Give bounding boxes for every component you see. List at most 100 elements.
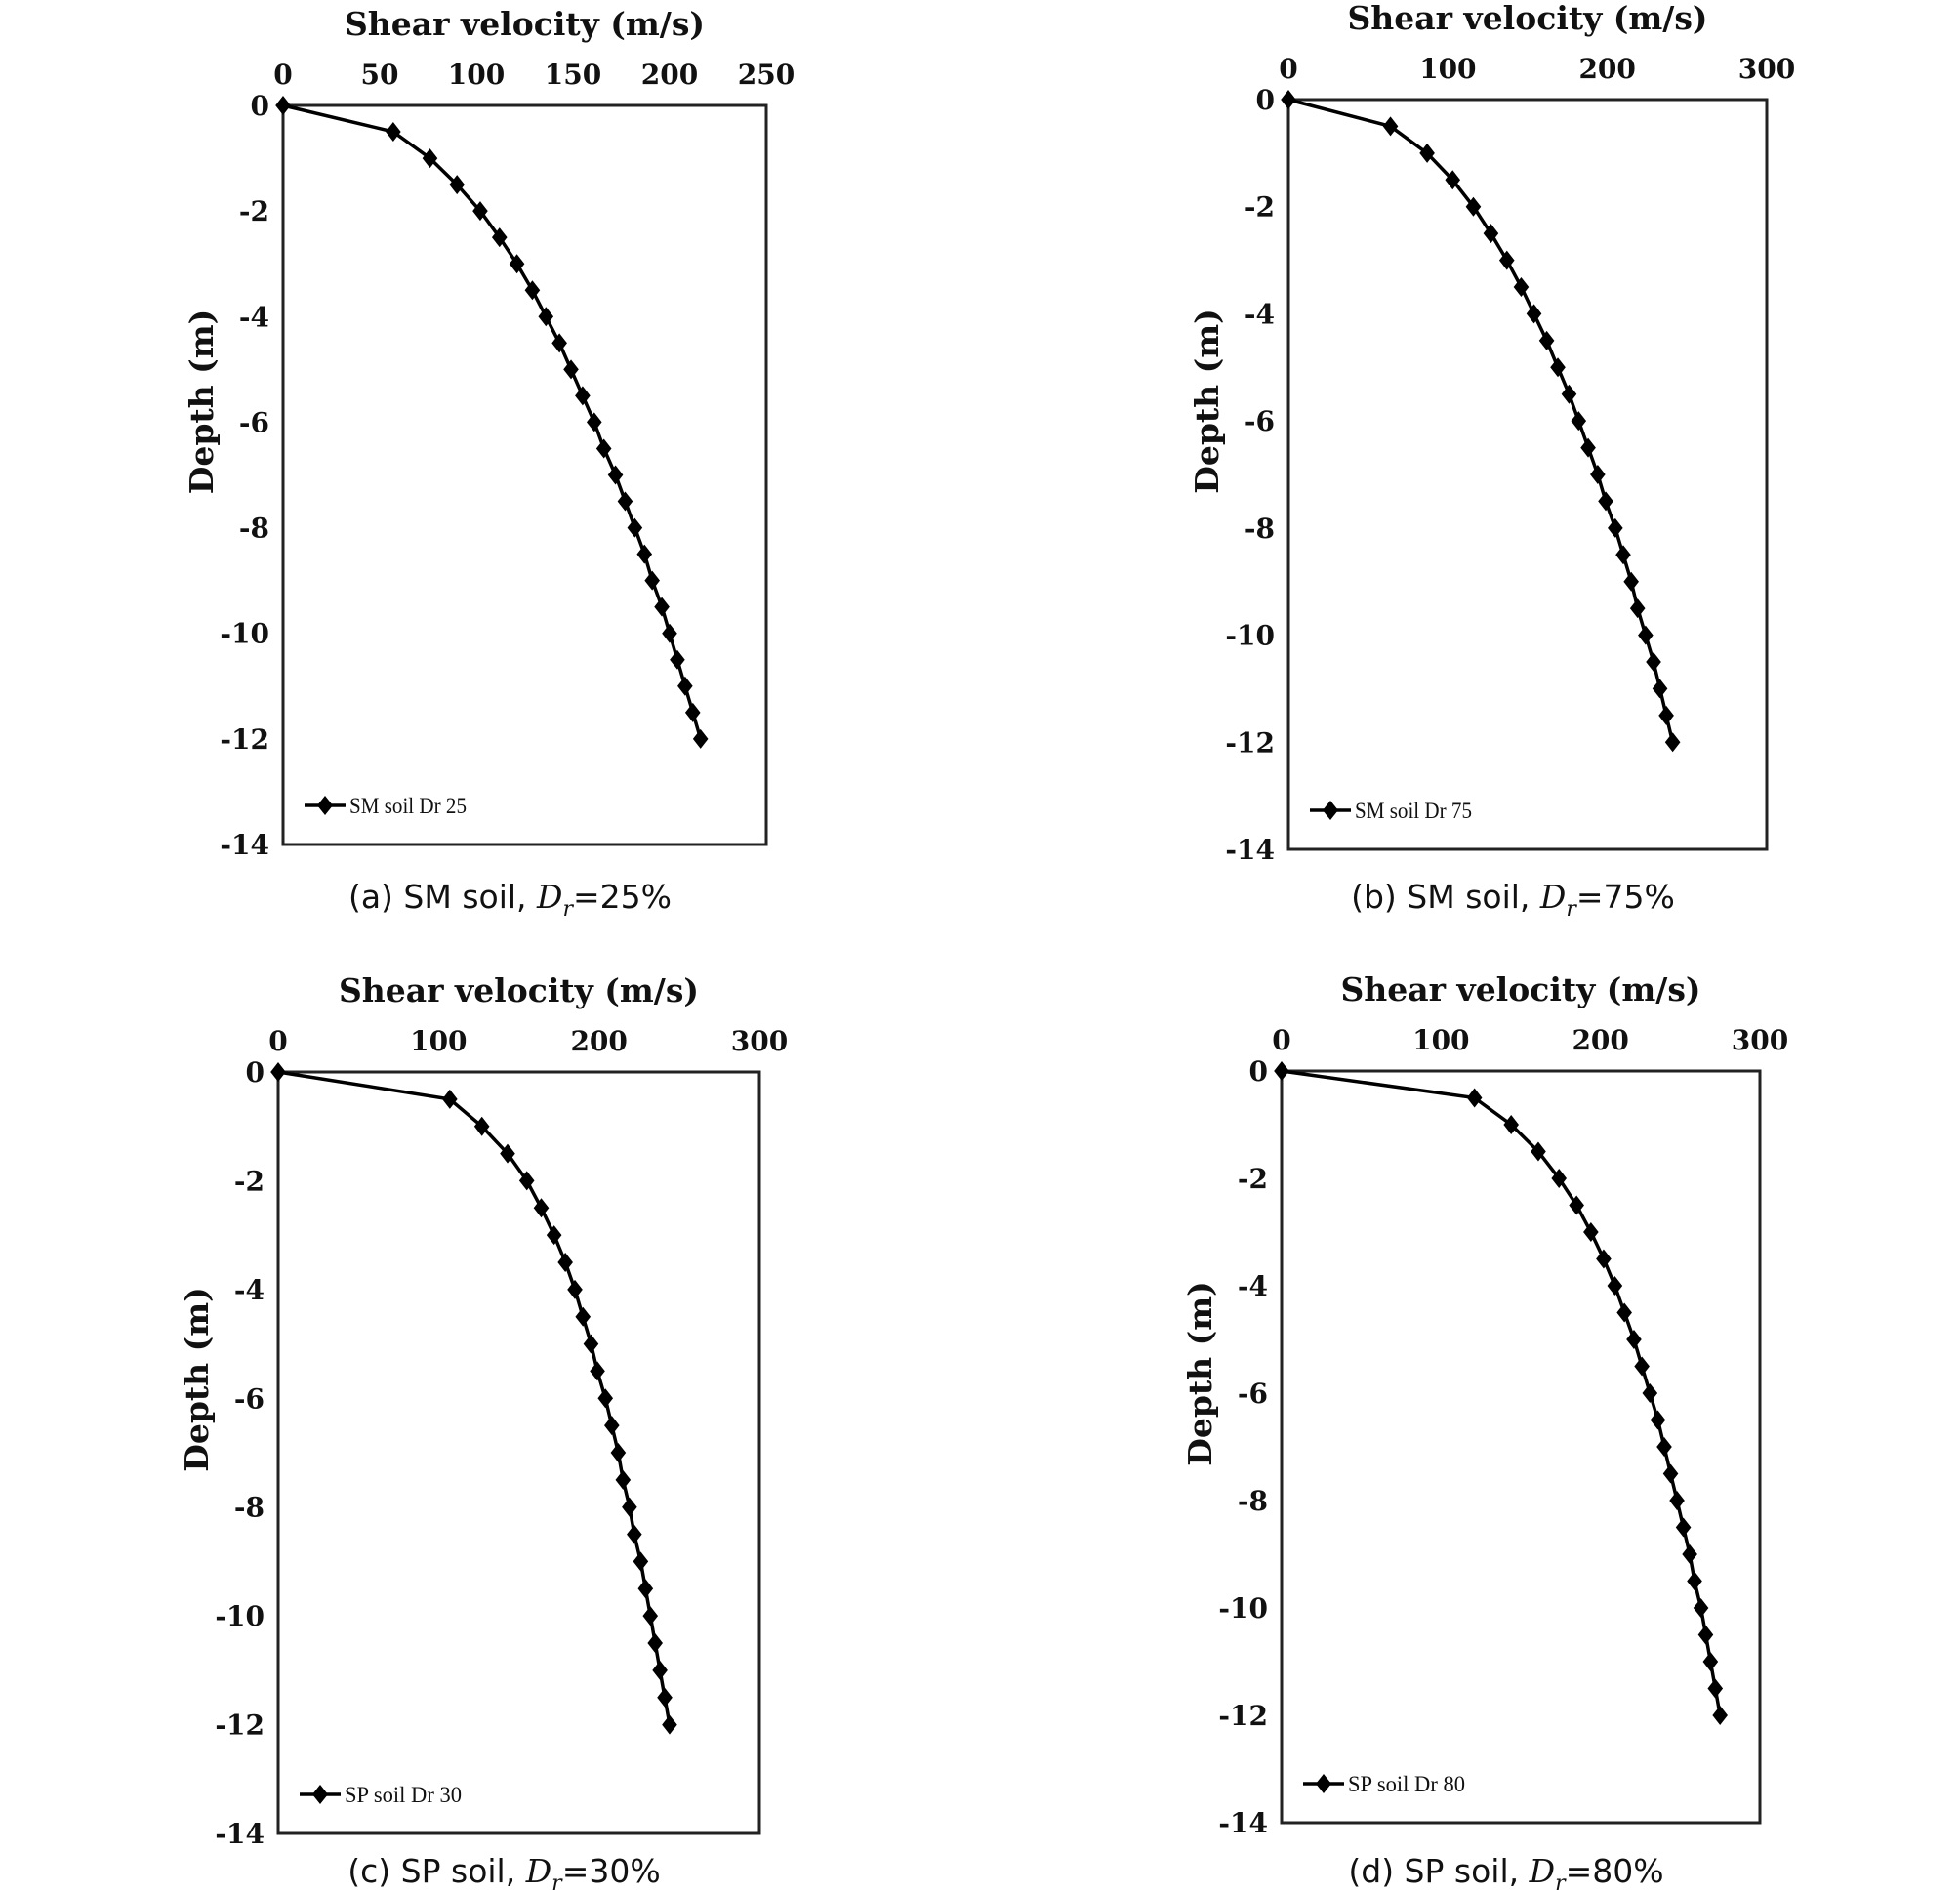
x-axis-title: Shear velocity (m/s) — [339, 971, 699, 1009]
data-point — [1465, 196, 1482, 217]
data-point — [563, 359, 579, 380]
y-tick-label: -2 — [1238, 1163, 1268, 1195]
x-tick-label: 200 — [570, 1025, 627, 1057]
data-point — [637, 1579, 654, 1599]
data-point — [1551, 1169, 1567, 1188]
x-tick-label: 200 — [1572, 1024, 1628, 1056]
data-point — [422, 148, 438, 169]
panel-caption: (d) SP soil, Dr=80% — [1348, 1852, 1663, 1893]
data-point — [607, 465, 624, 485]
data-point — [633, 1551, 649, 1572]
data-point — [1569, 1195, 1584, 1215]
panel-caption: (b) SM soil, Dr=75% — [1351, 878, 1675, 922]
y-tick-label: -4 — [1245, 298, 1275, 330]
y-tick-label: -6 — [239, 406, 269, 438]
data-point — [684, 702, 701, 722]
data-point — [1561, 384, 1577, 404]
data-point — [1629, 598, 1646, 619]
data-point — [1662, 1463, 1679, 1484]
data-point — [1608, 517, 1623, 538]
data-point — [1583, 1222, 1599, 1242]
data-point — [652, 1660, 668, 1680]
data-point — [1638, 625, 1654, 645]
data-point — [642, 1606, 659, 1626]
data-point — [1702, 1652, 1719, 1671]
data-point — [1483, 224, 1499, 244]
data-point — [1623, 571, 1639, 592]
panel-caption: (c) SP soil, Dr=30% — [347, 1852, 660, 1893]
chart-panel-1: Shear velocity (m/s) 0 50 100 150 200 250 0 -2 -4… — [183, 5, 795, 922]
data-point — [1634, 1356, 1650, 1377]
data-point — [491, 227, 508, 248]
data-point — [657, 1687, 673, 1708]
data-point — [662, 623, 677, 643]
data-point — [538, 307, 554, 327]
data-point — [590, 1361, 605, 1381]
data-point — [597, 1388, 614, 1409]
data-point — [524, 280, 541, 301]
data-point — [622, 1497, 637, 1517]
x-tick-label: 0 — [273, 59, 292, 91]
data-point — [472, 201, 488, 222]
y-tick-label: -8 — [1245, 513, 1275, 545]
y-tick-label: -4 — [1238, 1270, 1268, 1302]
x-tick-label: 300 — [731, 1025, 788, 1057]
data-point — [275, 96, 291, 115]
data-point — [583, 1334, 599, 1354]
x-tick-label: 200 — [1578, 53, 1635, 85]
legend: SP soil Dr 30 — [300, 1783, 462, 1807]
x-tick-label: 100 — [448, 59, 505, 91]
x-tick-label: 100 — [1419, 53, 1476, 85]
y-tick-label: -12 — [215, 1709, 265, 1742]
legend-label: SP soil Dr 30 — [345, 1783, 462, 1807]
data-point — [1596, 1249, 1612, 1269]
data-point — [1658, 705, 1674, 725]
x-tick-label: 0 — [1272, 1024, 1290, 1056]
data-point — [557, 1253, 573, 1272]
data-point — [1656, 1437, 1672, 1457]
data-point — [1580, 437, 1596, 458]
y-tick-label: 0 — [1249, 1055, 1268, 1088]
legend: SP soil Dr 80 — [1303, 1772, 1465, 1796]
x-tick-label: 100 — [1412, 1024, 1469, 1056]
data-point — [670, 649, 685, 670]
x-axis-title: Shear velocity (m/s) — [1347, 0, 1707, 37]
data-point — [617, 491, 633, 512]
y-axis-title: Depth (m) — [183, 309, 221, 495]
legend-marker — [317, 796, 333, 815]
data-point — [1503, 1115, 1519, 1134]
data-point — [1669, 1491, 1685, 1510]
legend-marker — [1316, 1774, 1331, 1793]
y-axis-title: Depth (m) — [1181, 1281, 1219, 1466]
plot-frame — [1280, 1069, 1762, 1825]
plot-frame — [1286, 98, 1769, 851]
data-point — [636, 544, 653, 564]
data-point — [1531, 1141, 1546, 1162]
data-point — [1513, 277, 1530, 297]
legend-marker — [1323, 801, 1338, 820]
x-tick-label: 100 — [410, 1025, 467, 1057]
data-point — [442, 1089, 458, 1109]
data-point — [1675, 1517, 1692, 1538]
plot-frame — [276, 1070, 761, 1835]
data-point — [575, 386, 591, 406]
data-point — [662, 1714, 677, 1735]
y-tick-label: -2 — [234, 1165, 265, 1197]
data-point — [1538, 330, 1555, 350]
data-point — [677, 676, 693, 696]
y-axis-title: Depth (m) — [178, 1287, 216, 1472]
data-point — [1281, 90, 1296, 109]
x-tick-label: 300 — [1732, 1024, 1788, 1056]
y-tick-label: -12 — [1225, 726, 1275, 759]
x-tick-label: 150 — [545, 59, 601, 91]
y-tick-label: -8 — [234, 1492, 265, 1524]
y-tick-label: -14 — [1218, 1807, 1268, 1839]
y-tick-label: -14 — [1225, 834, 1275, 866]
series-line — [1287, 98, 1675, 743]
y-tick-label: -6 — [1238, 1378, 1268, 1410]
x-tick-label: 0 — [1279, 53, 1297, 85]
legend-label: SM soil Dr 75 — [1355, 799, 1472, 823]
data-point — [1626, 1330, 1642, 1349]
legend: SM soil Dr 25 — [305, 794, 467, 818]
